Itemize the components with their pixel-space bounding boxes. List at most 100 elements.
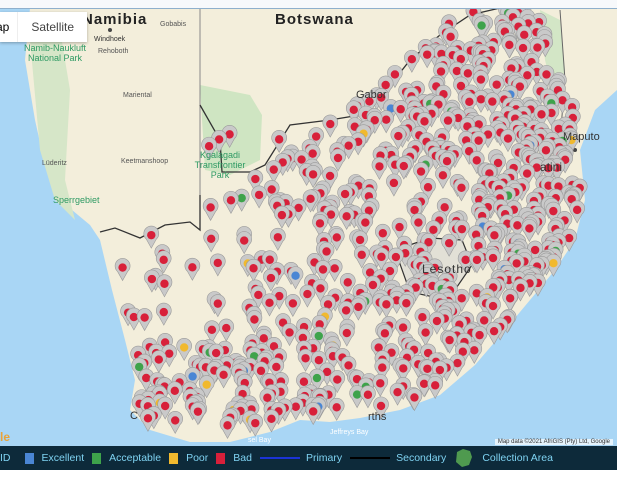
station-marker[interactable] xyxy=(338,301,354,325)
station-marker[interactable] xyxy=(270,227,286,251)
station-marker[interactable] xyxy=(310,326,327,350)
station-marker[interactable] xyxy=(515,38,531,62)
station-marker[interactable] xyxy=(322,166,338,190)
station-marker[interactable] xyxy=(140,408,156,432)
station-marker[interactable] xyxy=(365,275,381,299)
station-marker[interactable] xyxy=(247,169,264,193)
station-marker[interactable] xyxy=(373,396,389,420)
station-marker[interactable] xyxy=(190,402,206,426)
station-marker[interactable] xyxy=(311,314,328,338)
station-marker[interactable] xyxy=(509,215,526,240)
station-marker[interactable] xyxy=(305,402,321,426)
google-logo[interactable]: le xyxy=(0,430,11,444)
station-marker[interactable] xyxy=(427,375,443,399)
station-marker[interactable] xyxy=(432,360,448,384)
station-marker[interactable] xyxy=(184,367,201,391)
station-marker[interactable] xyxy=(155,250,172,274)
station-marker[interactable] xyxy=(533,104,550,128)
station-marker[interactable] xyxy=(469,250,485,274)
station-marker[interactable] xyxy=(396,156,412,180)
station-marker[interactable] xyxy=(390,126,407,150)
station-marker[interactable] xyxy=(502,288,518,312)
station-marker[interactable] xyxy=(261,293,278,317)
station-marker[interactable] xyxy=(490,153,506,177)
station-marker[interactable] xyxy=(375,223,391,247)
station-marker[interactable] xyxy=(329,370,346,394)
station-marker[interactable] xyxy=(340,356,357,380)
station-marker[interactable] xyxy=(527,240,543,264)
station-marker[interactable] xyxy=(425,220,442,244)
station-marker[interactable] xyxy=(470,131,487,155)
station-marker[interactable] xyxy=(441,233,457,257)
station-marker[interactable] xyxy=(512,77,528,101)
station-marker[interactable] xyxy=(322,114,339,138)
map-attribution[interactable]: Map data ©2021 AfriGIS (Pty) Ltd, Google xyxy=(494,439,613,445)
station-marker[interactable] xyxy=(458,131,474,155)
station-marker[interactable] xyxy=(312,279,329,303)
station-marker[interactable] xyxy=(339,323,355,347)
station-marker[interactable] xyxy=(361,201,377,225)
station-marker[interactable] xyxy=(454,219,470,243)
station-marker[interactable] xyxy=(339,272,356,296)
station-marker[interactable] xyxy=(297,348,314,372)
station-marker[interactable] xyxy=(352,230,368,254)
station-marker[interactable] xyxy=(202,198,219,222)
station-marker[interactable] xyxy=(263,268,279,292)
station-marker[interactable] xyxy=(439,151,455,175)
station-marker[interactable] xyxy=(569,200,585,224)
station-marker[interactable] xyxy=(473,70,489,94)
station-marker[interactable] xyxy=(436,197,453,221)
station-marker[interactable] xyxy=(296,372,312,396)
station-marker[interactable] xyxy=(305,165,321,189)
station-marker[interactable] xyxy=(340,136,357,160)
station-marker[interactable] xyxy=(488,75,505,99)
station-marker[interactable] xyxy=(420,177,436,201)
station-marker[interactable] xyxy=(561,228,577,252)
station-marker[interactable] xyxy=(377,75,394,99)
station-marker[interactable] xyxy=(453,178,470,202)
station-marker[interactable] xyxy=(210,253,226,277)
station-marker[interactable] xyxy=(371,157,388,181)
station-marker[interactable] xyxy=(312,214,328,238)
station-marker[interactable] xyxy=(500,129,516,153)
station-marker[interactable] xyxy=(285,294,301,318)
map-button[interactable]: Map xyxy=(0,12,19,42)
station-marker[interactable] xyxy=(516,25,533,49)
station-marker[interactable] xyxy=(429,311,445,335)
station-marker[interactable] xyxy=(388,247,404,271)
station-marker[interactable] xyxy=(287,266,304,290)
station-marker[interactable] xyxy=(374,358,391,382)
station-marker[interactable] xyxy=(251,185,267,209)
station-marker[interactable] xyxy=(512,278,529,302)
station-marker[interactable] xyxy=(223,190,239,214)
station-marker[interactable] xyxy=(391,217,408,241)
station-marker[interactable] xyxy=(201,136,217,160)
station-marker[interactable] xyxy=(261,250,278,274)
station-marker[interactable] xyxy=(538,140,554,164)
station-marker[interactable] xyxy=(156,274,173,298)
station-marker[interactable] xyxy=(529,38,546,62)
station-marker[interactable] xyxy=(219,415,236,439)
station-marker[interactable] xyxy=(417,323,434,347)
station-marker[interactable] xyxy=(176,338,192,362)
station-marker[interactable] xyxy=(218,318,235,342)
station-marker[interactable] xyxy=(471,325,488,349)
station-marker[interactable] xyxy=(136,308,153,332)
station-marker[interactable] xyxy=(337,184,353,208)
station-marker[interactable] xyxy=(203,229,219,253)
station-marker[interactable] xyxy=(288,397,304,421)
station-marker[interactable] xyxy=(309,368,325,392)
station-marker[interactable] xyxy=(378,294,395,318)
station-marker[interactable] xyxy=(410,213,427,237)
station-marker[interactable] xyxy=(184,257,201,281)
station-marker[interactable] xyxy=(215,365,232,389)
station-marker[interactable] xyxy=(508,254,525,278)
station-marker[interactable] xyxy=(540,158,557,182)
station-marker[interactable] xyxy=(413,162,429,186)
station-marker[interactable] xyxy=(210,294,226,318)
station-marker[interactable] xyxy=(271,129,287,154)
station-marker[interactable] xyxy=(167,381,183,405)
station-marker[interactable] xyxy=(157,333,173,357)
station-marker[interactable] xyxy=(299,284,316,308)
station-marker[interactable] xyxy=(455,342,471,366)
